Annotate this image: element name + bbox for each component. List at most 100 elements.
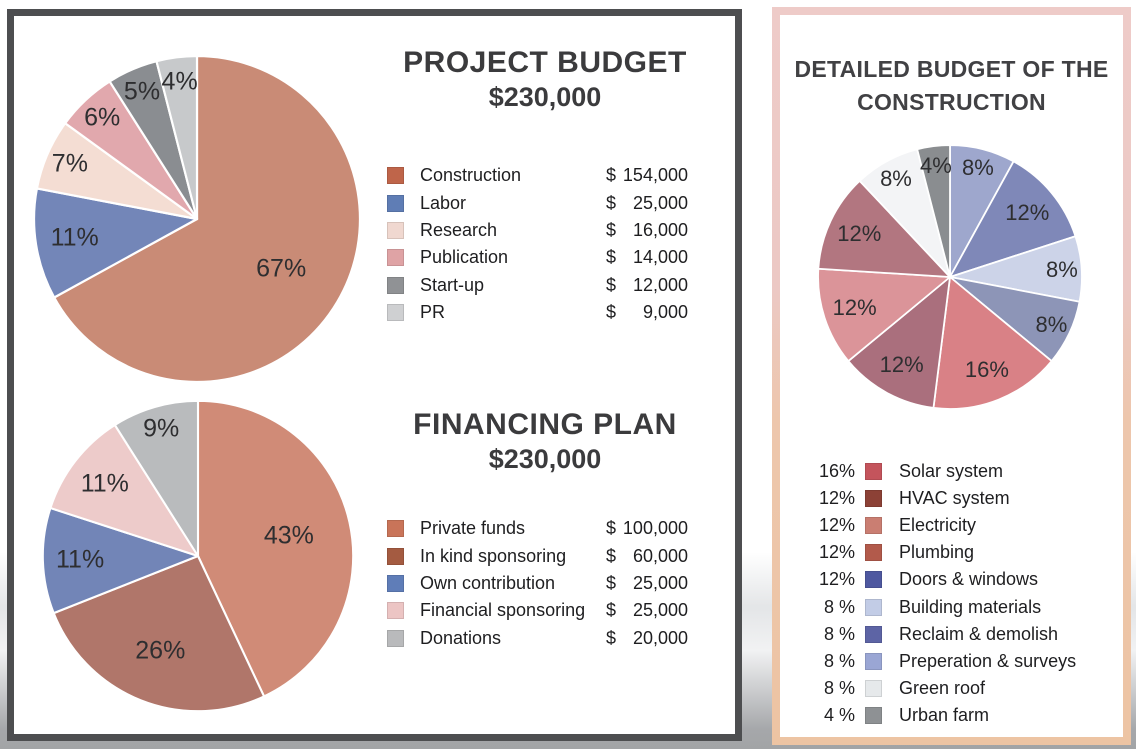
- legend-label-in-kind-sponsoring: In kind sponsoring: [420, 545, 567, 566]
- legend-row-building-materials: 8 % Building materials: [810, 593, 1110, 620]
- legend-swatch-hvac-system: [865, 490, 882, 508]
- pie-value-label-plumbing: 12%: [837, 221, 882, 247]
- financing-plan-legend: Private funds $100,000 In kind sponsoring $…: [387, 515, 688, 652]
- page-title: PROJECT BUDGET: [403, 46, 687, 79]
- legend-swatch-private-funds: [387, 520, 404, 538]
- currency-sign: $: [606, 627, 617, 648]
- legend-label-donations: Donations: [420, 627, 502, 648]
- legend-swatch-green-roof: [865, 679, 882, 697]
- detailed-construction-budget-pie-svg: [817, 144, 1083, 410]
- legend-swatch-solar-system: [865, 463, 882, 481]
- detailed-construction-panel-inner: DETAILED BUDGET OF THE CONSTRUCTION 8% 12…: [780, 15, 1123, 737]
- amount-value: 9,000: [642, 302, 688, 323]
- currency-sign: $: [606, 302, 617, 323]
- pie-value-label-own-contribution: 11%: [56, 545, 105, 574]
- legend-swatch-own-contribution: [387, 574, 404, 592]
- pie-value-label-urban-farm: 4%: [920, 152, 952, 178]
- legend-percent-urban-farm: 4 %: [823, 704, 855, 725]
- legend-percent-hvac-system: 12%: [818, 488, 855, 509]
- legend-percent-doors-windows: 12%: [818, 569, 855, 590]
- pie-value-label-building-materials: 8%: [1046, 256, 1078, 282]
- financing-plan-title: FINANCING PLAN: [413, 408, 677, 441]
- legend-label-green-roof: Green roof: [899, 677, 986, 698]
- pie-slice-private-funds: [196, 399, 355, 698]
- legend-row-preperation-surveys: 8 % Preperation & surveys: [810, 648, 1110, 675]
- detailed-construction-title-block: DETAILED BUDGET OF THE CONSTRUCTION: [780, 53, 1123, 119]
- legend-swatch-financial-sponsoring: [387, 602, 404, 620]
- legend-label-construction: Construction: [420, 165, 522, 186]
- legend-swatch-plumbing: [865, 544, 882, 562]
- legend-percent-preperation-surveys: 8 %: [823, 650, 855, 671]
- pie-value-label-research: 7%: [51, 149, 88, 178]
- legend-amount-construction: $154,000: [606, 165, 688, 186]
- financing-plan-total: $230,000: [488, 444, 602, 474]
- detailed-construction-title-line2: CONSTRUCTION: [857, 89, 1046, 115]
- legend-label-own-contribution: Own contribution: [420, 572, 556, 593]
- currency-sign: $: [606, 274, 617, 295]
- pie-value-label-start-up: 5%: [123, 77, 161, 106]
- legend-row-in-kind-sponsoring: In kind sponsoring $60,000: [387, 542, 688, 569]
- pie-slice-solar-system: [932, 276, 1053, 410]
- amount-value: 25,000: [632, 600, 688, 621]
- legend-row-doors-windows: 12% Doors & windows: [810, 566, 1110, 593]
- currency-sign: $: [606, 247, 617, 268]
- legend-swatch-preperation-surveys: [865, 652, 882, 670]
- project-budget-pie-chart: 67% 11% 7% 6% 5% 4%: [29, 51, 365, 387]
- legend-swatch-reclaim-demolish: [865, 625, 882, 643]
- project-budget-pie-svg: [32, 54, 362, 383]
- pie-value-label-reclaim-demolish: 8%: [1035, 311, 1068, 337]
- legend-swatch-doors-windows: [865, 571, 882, 589]
- legend-label-reclaim-demolish: Reclaim & demolish: [899, 623, 1059, 644]
- pie-slice-construction: [53, 54, 362, 383]
- legend-row-reclaim-demolish: 8 % Reclaim & demolish: [810, 621, 1110, 648]
- legend-label-research: Research: [420, 219, 498, 240]
- currency-sign: $: [606, 545, 617, 566]
- currency-sign: $: [606, 572, 617, 593]
- legend-swatch-pr: [387, 304, 404, 322]
- legend-label-labor: Labor: [420, 192, 467, 213]
- legend-label-financial-sponsoring: Financial sponsoring: [420, 600, 586, 621]
- currency-sign: $: [606, 219, 617, 240]
- legend-percent-reclaim-demolish: 8 %: [823, 623, 855, 644]
- legend-row-financial-sponsoring: Financial sponsoring $25,000: [387, 597, 688, 624]
- pie-slice-plumbing: [817, 179, 951, 278]
- legend-row-plumbing: 12% Plumbing: [810, 539, 1110, 566]
- legend-row-electricity: 12% Electricity: [810, 512, 1110, 539]
- legend-swatch-donations: [387, 629, 404, 647]
- project-budget-total: $230,000: [488, 82, 602, 112]
- legend-row-solar-system: 16% Solar system: [810, 458, 1110, 485]
- pie-value-label-financial-sponsoring: 11%: [80, 469, 129, 498]
- legend-row-hvac-system: 12% HVAC system: [810, 485, 1110, 512]
- financing-plan-pie-chart: 43% 26% 11% 11% 9%: [38, 396, 358, 716]
- legend-swatch-start-up: [387, 276, 404, 294]
- legend-label-hvac-system: HVAC system: [899, 488, 1010, 509]
- legend-label-publication: Publication: [420, 247, 509, 268]
- budget-financing-panel: PROJECT BUDGET $230,000 67% 11% 7% 6% 5% 4% C…: [7, 9, 742, 741]
- detailed-construction-legend: 16% Solar system 12% HVAC system 12% Electric…: [810, 458, 1110, 729]
- legend-amount-publication: $14,000: [606, 247, 688, 268]
- legend-row-own-contribution: Own contribution $25,000: [387, 570, 688, 597]
- legend-swatch-electricity: [865, 517, 882, 535]
- pie-value-label-doors-windows: 12%: [1005, 200, 1050, 226]
- legend-percent-building-materials: 8 %: [823, 596, 855, 617]
- legend-swatch-construction: [387, 167, 404, 185]
- legend-swatch-in-kind-sponsoring: [387, 547, 404, 565]
- pie-slice-in-kind-sponsoring: [52, 554, 266, 713]
- amount-value: 25,000: [632, 192, 688, 213]
- legend-row-labor: Labor $25,000: [387, 189, 688, 216]
- pie-slice-financial-sponsoring: [49, 423, 200, 558]
- currency-sign: $: [606, 518, 617, 539]
- legend-amount-own-contribution: $25,000: [606, 573, 688, 594]
- pie-value-label-private-funds: 43%: [263, 521, 314, 550]
- pie-value-label-preperation-surveys: 8%: [961, 155, 994, 181]
- currency-sign: $: [606, 600, 617, 621]
- legend-row-construction: Construction $154,000: [387, 162, 688, 189]
- amount-value: 25,000: [632, 572, 688, 593]
- legend-row-green-roof: 8 % Green roof: [810, 675, 1110, 702]
- pie-slice-labor: [32, 187, 199, 299]
- legend-amount-research: $16,000: [606, 220, 688, 241]
- pie-value-label-publication: 6%: [84, 103, 121, 132]
- financing-plan-pie-svg: [41, 399, 355, 713]
- pie-slice-own-contribution: [41, 507, 200, 615]
